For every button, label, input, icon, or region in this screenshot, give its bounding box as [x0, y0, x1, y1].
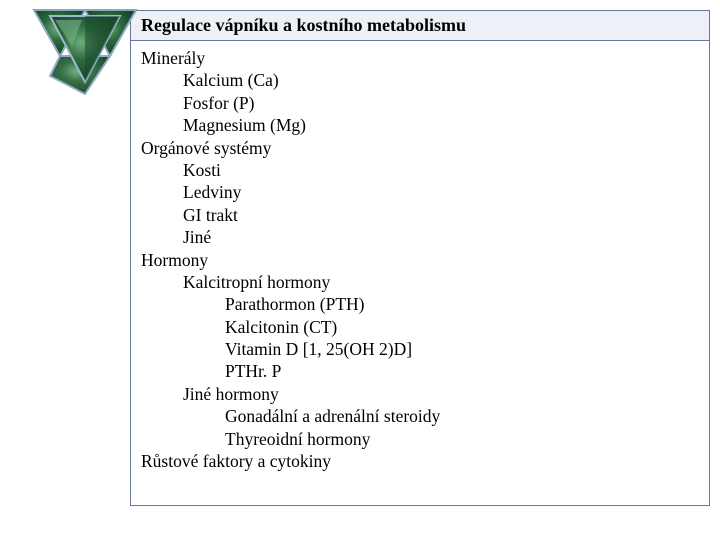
- outline-item: Hormony: [141, 249, 699, 271]
- outline-item: Vitamin D [1, 25(OH 2)D]: [225, 338, 699, 360]
- outline-item: Kalcium (Ca): [183, 69, 699, 91]
- outline-item: PTHr. P: [225, 360, 699, 382]
- outline-item: Jiné: [183, 226, 699, 248]
- outline-item: GI trakt: [183, 204, 699, 226]
- content-panel: Regulace vápníku a kostního metabolismu …: [130, 10, 710, 506]
- outline-item: Gonadální a adrenální steroidy: [225, 405, 699, 427]
- slide-title: Regulace vápníku a kostního metabolismu: [131, 11, 709, 41]
- outline-item: Jiné hormony: [183, 383, 699, 405]
- outline-item: Fosfor (P): [183, 92, 699, 114]
- outline-item: Thyreoidní hormony: [225, 428, 699, 450]
- decorative-triangle-icon: [30, 6, 140, 96]
- outline-item: Parathormon (PTH): [225, 293, 699, 315]
- outline-item: Magnesium (Mg): [183, 114, 699, 136]
- outline-item: Růstové faktory a cytokiny: [141, 450, 699, 472]
- outline-item: Ledviny: [183, 181, 699, 203]
- outline-item: Kalcitonin (CT): [225, 316, 699, 338]
- outline-item: Kosti: [183, 159, 699, 181]
- outline-item: Kalcitropní hormony: [183, 271, 699, 293]
- outline-item: Minerály: [141, 47, 699, 69]
- outline-body: MinerályKalcium (Ca)Fosfor (P)Magnesium …: [131, 41, 709, 482]
- outline-item: Orgánové systémy: [141, 137, 699, 159]
